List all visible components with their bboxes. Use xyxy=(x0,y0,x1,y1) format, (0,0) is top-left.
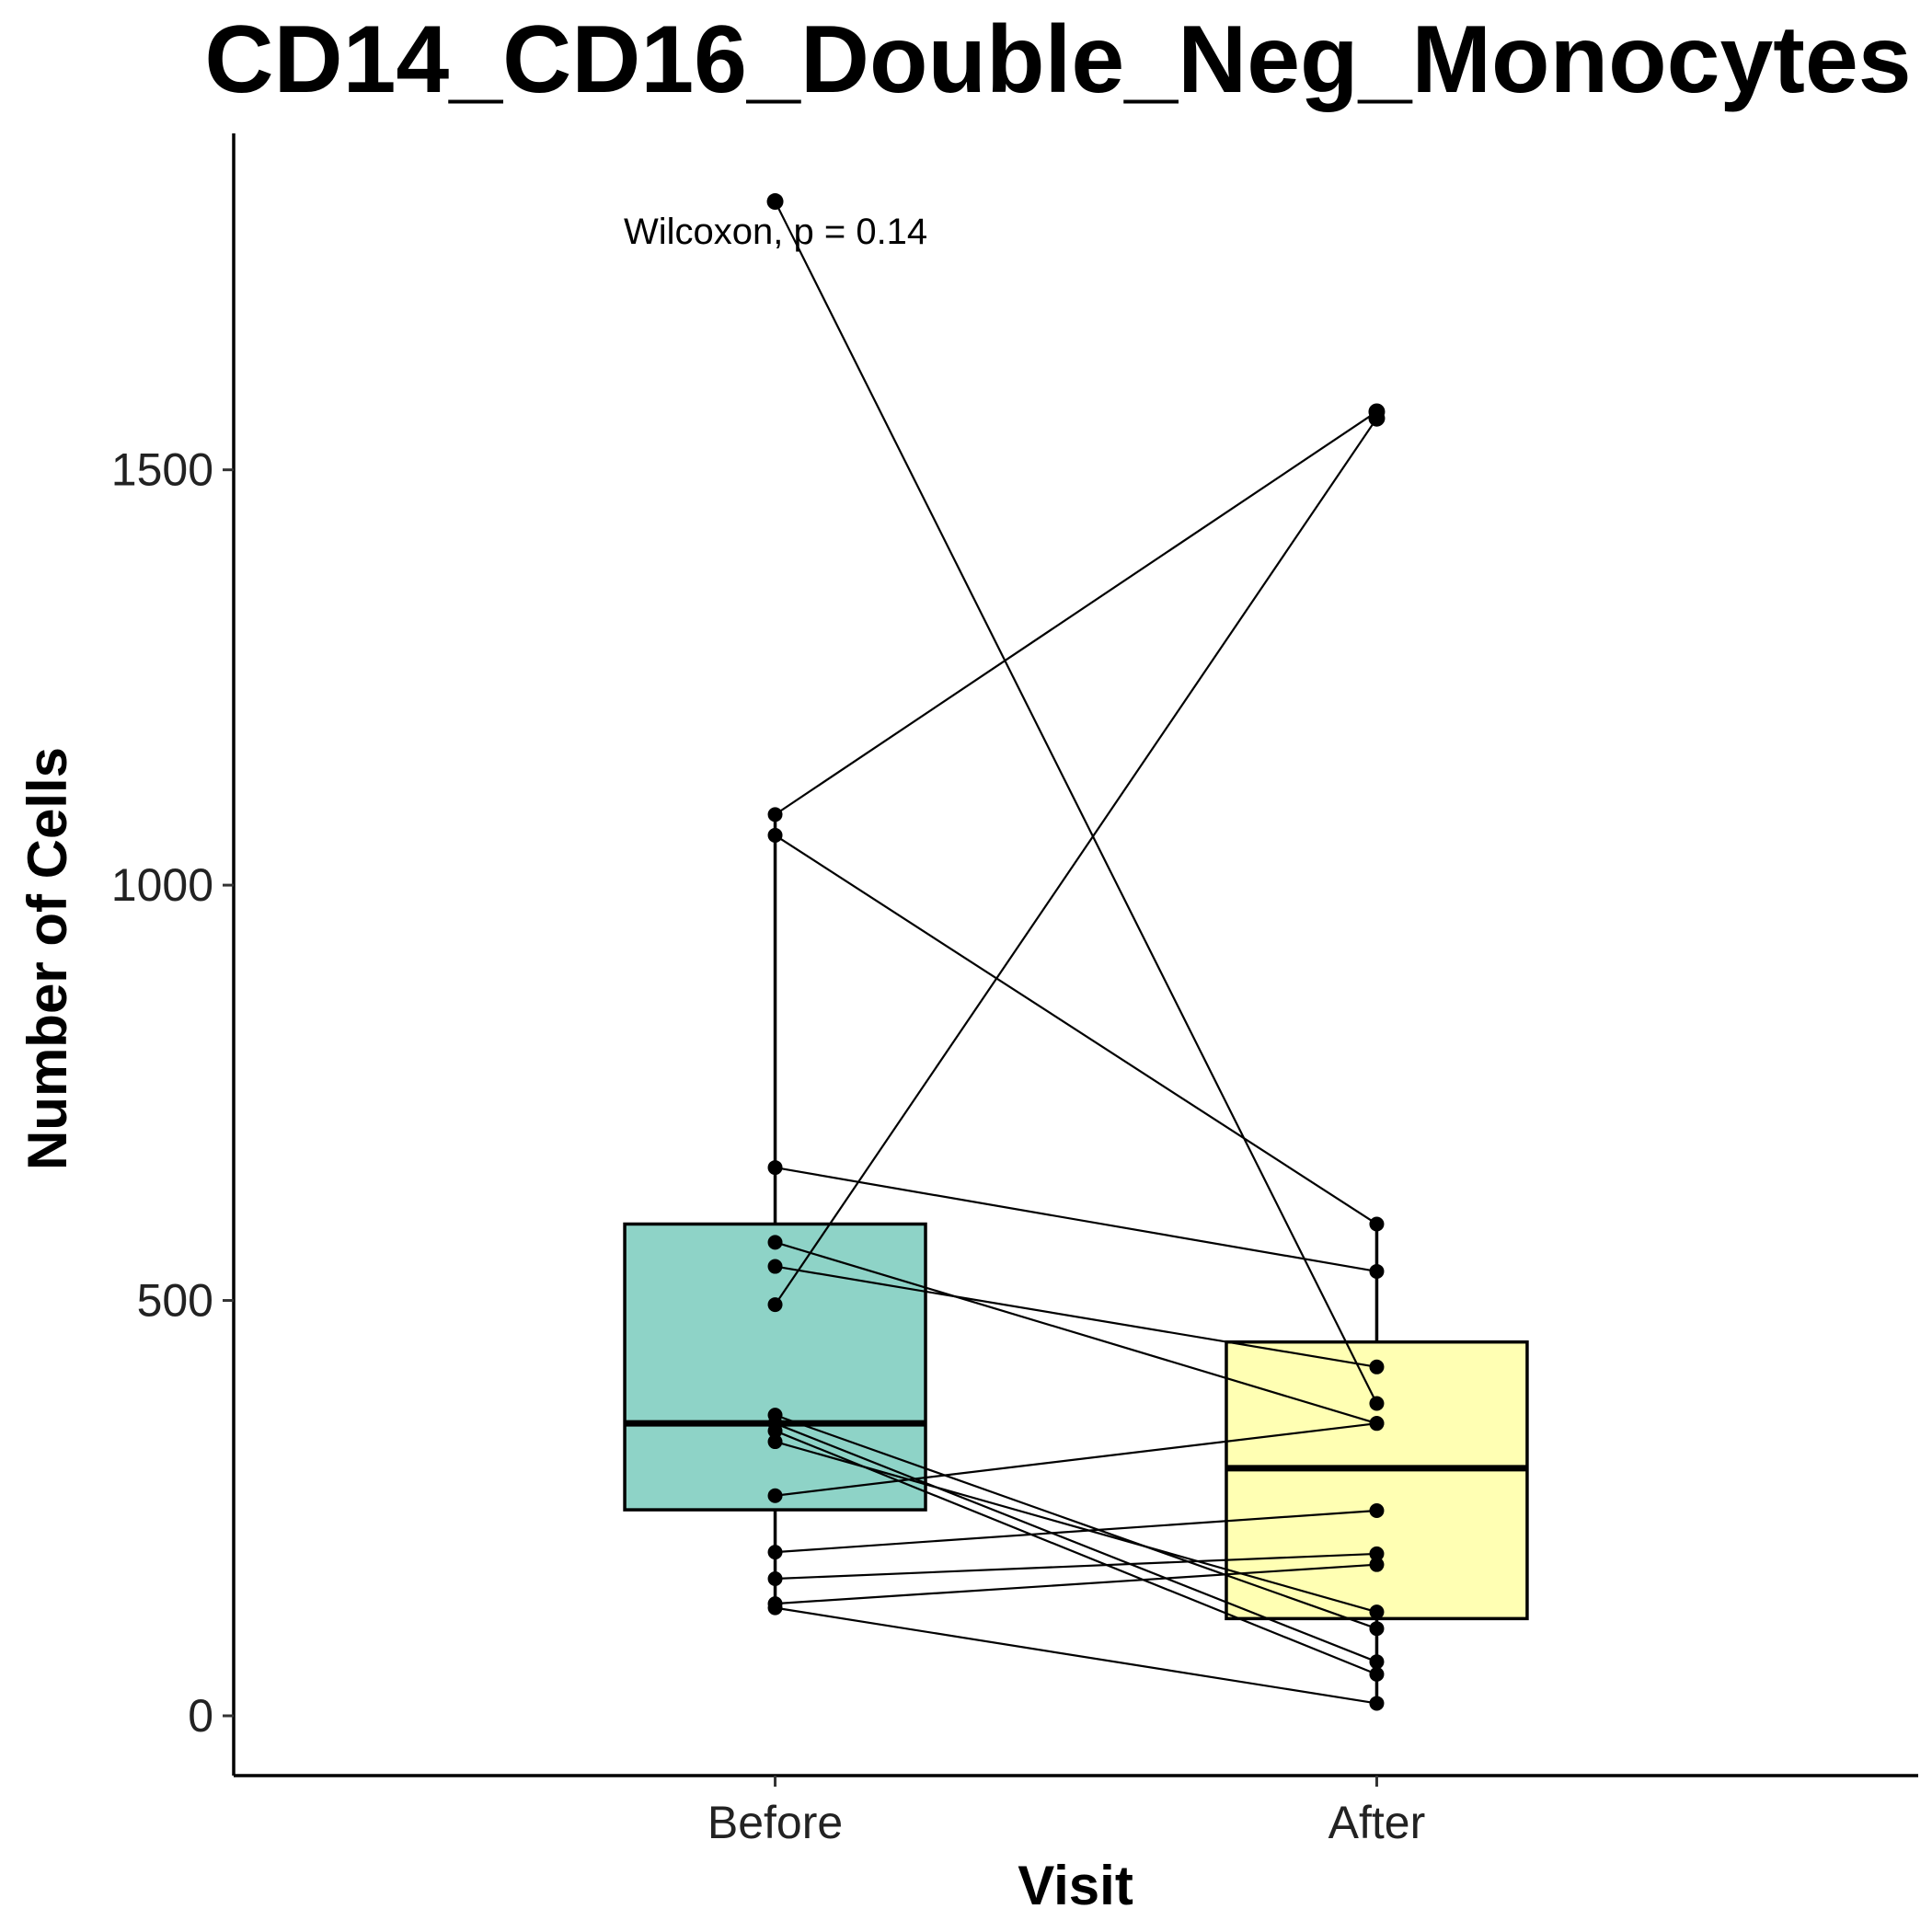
point-after-7 xyxy=(1369,1359,1385,1374)
point-after-12 xyxy=(1369,1416,1385,1432)
x-tick-label-before: Before xyxy=(707,1797,843,1848)
points-layer xyxy=(766,193,1386,1711)
point-before-4 xyxy=(767,1297,783,1313)
point-before-10 xyxy=(767,1423,783,1439)
axes-layer: 0 500 1000 1500 Before After xyxy=(111,133,1918,1848)
point-after-11 xyxy=(1369,1604,1385,1620)
outlier-1 xyxy=(766,193,784,211)
boxes-layer xyxy=(623,814,1529,1704)
point-after-10 xyxy=(1369,1666,1385,1682)
chart-title: CD14_CD16_Double_Neg_Monocytes xyxy=(204,6,1911,113)
point-before-11 xyxy=(767,1434,783,1450)
pair-line-16 xyxy=(775,1606,1377,1705)
y-tick-label-1000: 1000 xyxy=(111,859,213,911)
pair-line-15 xyxy=(775,1563,1377,1605)
pair-line-4 xyxy=(774,418,1378,1305)
point-before-6 xyxy=(767,1235,783,1250)
point-before-7 xyxy=(767,1259,783,1274)
pair-line-14 xyxy=(775,1552,1377,1581)
x-axis-title: Visit xyxy=(1018,1855,1133,1916)
outlier-3 xyxy=(1368,403,1386,420)
point-before-5 xyxy=(767,1160,783,1176)
wilcoxon-annotation: Wilcoxon, p = 0.14 xyxy=(624,212,927,252)
point-before-13 xyxy=(767,1545,783,1560)
point-before-3 xyxy=(767,827,783,843)
pair-line-9 xyxy=(775,1422,1377,1663)
pair-line-5 xyxy=(775,1167,1377,1273)
pair-lines-layer xyxy=(774,201,1378,1705)
point-before-16 xyxy=(767,1600,783,1616)
point-after-3 xyxy=(1369,1216,1385,1232)
y-axis-title: Number of Cells xyxy=(17,747,78,1170)
point-after-1 xyxy=(1369,1396,1385,1411)
pair-line-7 xyxy=(775,1265,1377,1368)
box-after xyxy=(1225,1340,1529,1621)
point-after-13 xyxy=(1369,1502,1385,1518)
pair-line-10 xyxy=(775,1430,1377,1675)
x-tick-label-after: After xyxy=(1328,1797,1426,1848)
pair-line-12 xyxy=(775,1422,1377,1497)
point-before-12 xyxy=(767,1488,783,1503)
point-after-8 xyxy=(1369,1621,1385,1637)
y-tick-label-1500: 1500 xyxy=(111,444,213,496)
y-tick-label-0: 0 xyxy=(188,1690,213,1742)
point-after-14 xyxy=(1369,1546,1385,1561)
pair-line-6 xyxy=(775,1241,1377,1425)
pair-line-8 xyxy=(775,1414,1377,1630)
point-after-16 xyxy=(1369,1696,1385,1711)
point-before-2 xyxy=(767,807,783,822)
pair-line-3 xyxy=(774,834,1378,1225)
point-after-15 xyxy=(1369,1557,1385,1572)
point-before-14 xyxy=(767,1571,783,1587)
point-after-9 xyxy=(1369,1654,1385,1670)
y-tick-label-500: 500 xyxy=(137,1275,213,1327)
pair-line-1 xyxy=(774,201,1378,1405)
point-after-5 xyxy=(1369,1263,1385,1279)
pair-line-2 xyxy=(774,410,1378,816)
pair-line-11 xyxy=(775,1440,1377,1614)
pair-line-13 xyxy=(775,1509,1377,1554)
